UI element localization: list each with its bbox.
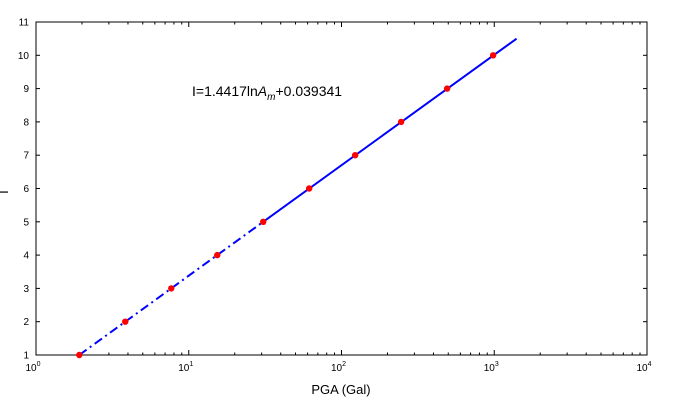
y-tick-label: 2 <box>23 317 29 328</box>
data-point <box>351 152 359 159</box>
y-tick-label: 4 <box>23 251 29 262</box>
y-tick-label: 10 <box>18 51 30 62</box>
fit-lines <box>78 37 518 356</box>
data-point <box>305 185 313 192</box>
y-tick-label: 3 <box>23 284 29 295</box>
y-tick-label: 6 <box>23 184 29 195</box>
x-axis-title: PGA (Gal) <box>311 382 370 397</box>
data-point <box>76 351 83 359</box>
data-point <box>122 318 129 325</box>
equation-annotation: I=1.4417lnAm+0.039341 <box>192 83 342 103</box>
y-tick-label: 11 <box>19 18 30 29</box>
y-axis-title: I <box>0 190 11 194</box>
y-tick-label: 1 <box>23 351 29 362</box>
y-tick-label: 8 <box>23 117 29 128</box>
x-axis: 100 101 102 103 104 <box>25 22 652 374</box>
data-point <box>489 52 497 59</box>
data-point <box>168 285 175 292</box>
y-tick-label: 7 <box>23 151 29 162</box>
x-tick-label: 102 <box>331 361 346 374</box>
data-point <box>260 218 267 225</box>
fit-line <box>262 37 518 223</box>
data-point <box>214 251 221 259</box>
y-axis: 1 2 3 4 5 6 7 8 9 10 11 <box>18 18 647 362</box>
x-tick-label: 104 <box>636 361 651 374</box>
data-point <box>443 85 451 92</box>
x-tick-label: 100 <box>25 361 40 374</box>
y-tick-label: 9 <box>23 84 29 95</box>
x-tick-label: 103 <box>484 361 499 374</box>
data-points <box>76 52 497 359</box>
plot-frame <box>35 21 648 356</box>
x-tick-label: 101 <box>178 361 193 374</box>
data-point <box>397 118 405 126</box>
y-tick-label: 5 <box>23 217 29 228</box>
